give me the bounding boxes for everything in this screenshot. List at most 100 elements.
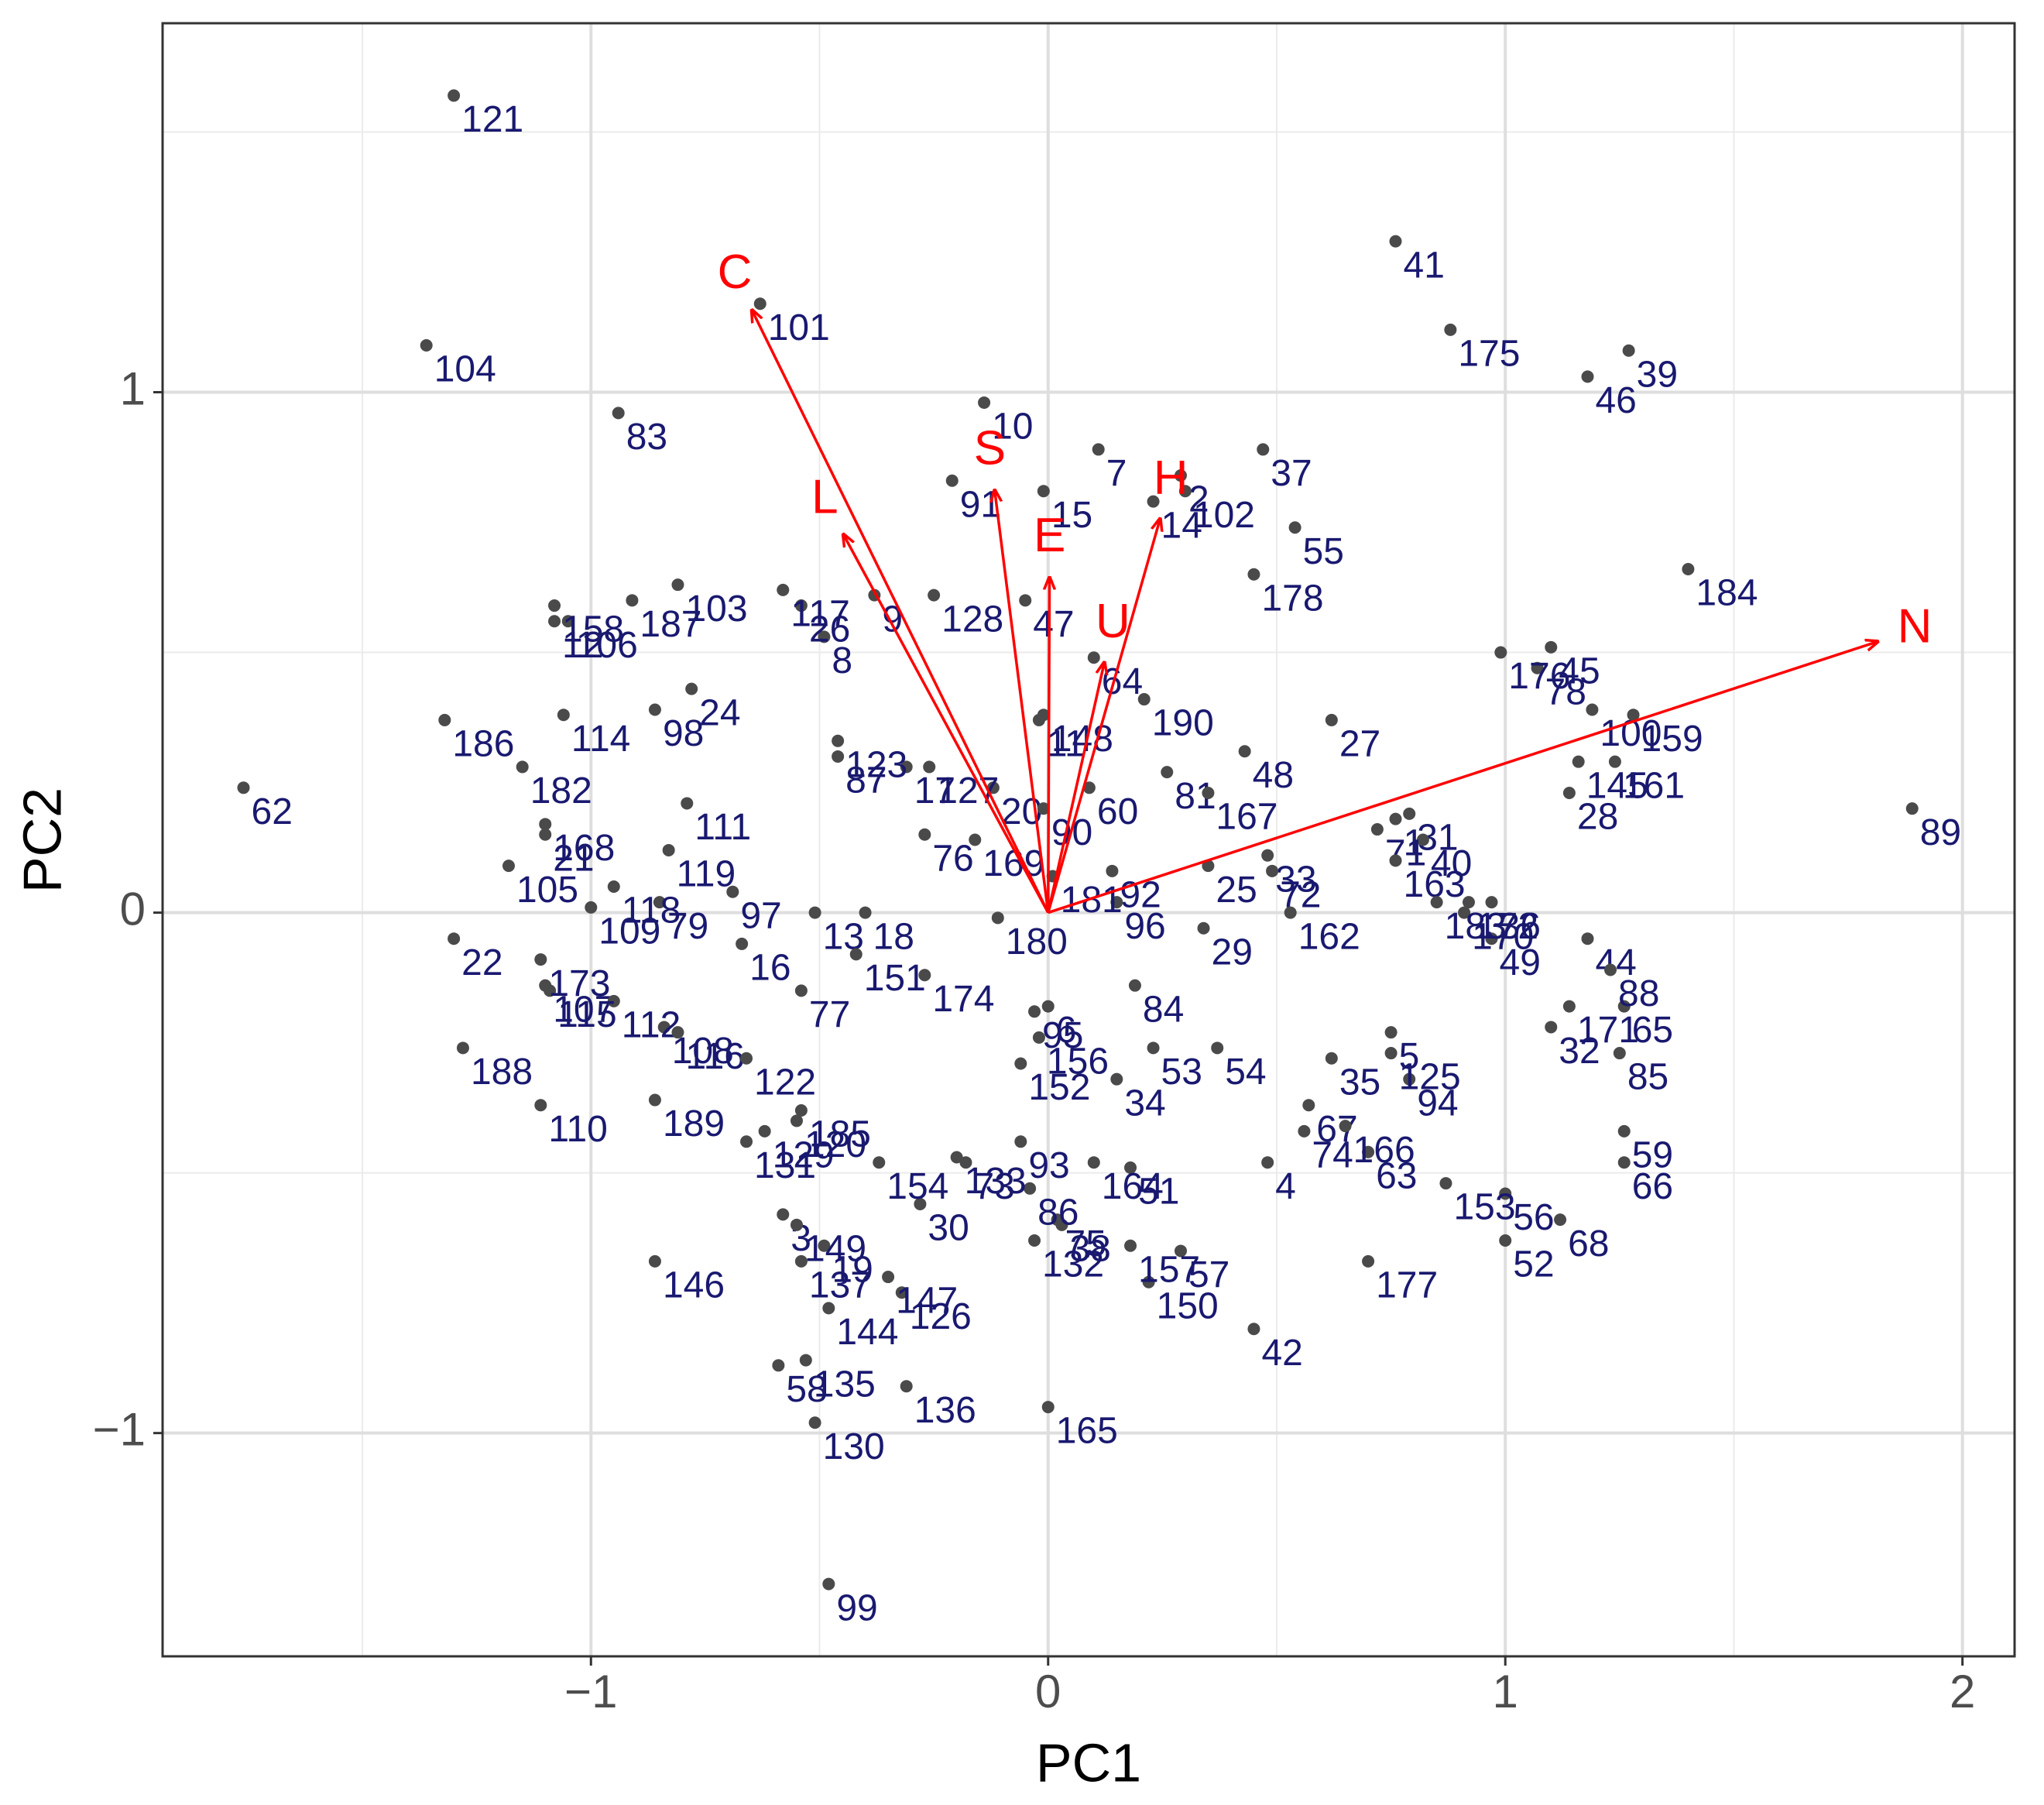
point-label: 8 [832, 640, 852, 681]
point-label: 176 [1508, 656, 1570, 697]
point [832, 734, 845, 747]
point [1362, 1145, 1375, 1158]
point-label: 107 [553, 989, 615, 1030]
point [557, 709, 570, 722]
point-label: 101 [768, 307, 830, 348]
point-label: 15 [1051, 495, 1092, 536]
point [1403, 1072, 1416, 1086]
loading-arrow [995, 490, 1050, 913]
point [1261, 849, 1274, 862]
point [1362, 1254, 1375, 1268]
point-label: 4 [1275, 1166, 1296, 1207]
point [991, 911, 1004, 925]
point-label: 78 [1545, 671, 1586, 712]
point-label: 76 [932, 838, 973, 879]
point [794, 599, 808, 613]
point-label: 98 [663, 713, 704, 754]
point-label: 190 [1152, 703, 1214, 744]
point-label: 122 [754, 1062, 816, 1103]
point [740, 1052, 753, 1065]
point-label: 184 [1696, 573, 1758, 614]
point-label: 64 [1102, 661, 1143, 702]
point [777, 1208, 790, 1221]
point-label: 128 [941, 599, 1003, 640]
point-label: 55 [1303, 531, 1344, 572]
point-label: 182 [530, 770, 592, 812]
point [448, 89, 461, 102]
point-label: 164 [1102, 1166, 1164, 1207]
point-label: 111 [694, 807, 751, 848]
point [456, 1041, 469, 1055]
point [1458, 906, 1471, 919]
point-label: 34 [1124, 1083, 1165, 1124]
point-label: 133 [965, 1161, 1027, 1202]
x-tick-label: −1 [564, 1666, 617, 1717]
point-label: 175 [1458, 334, 1520, 375]
point [1545, 640, 1558, 654]
point [1202, 787, 1215, 800]
point [818, 1239, 831, 1252]
point [1037, 802, 1050, 815]
point [1284, 906, 1297, 919]
point-label: 130 [823, 1426, 885, 1467]
point-label: 27 [1339, 724, 1380, 765]
point [986, 781, 1000, 794]
point-label: 187 [640, 604, 701, 645]
point [777, 583, 790, 596]
point [1128, 979, 1141, 992]
point-label: 136 [914, 1390, 976, 1431]
point-label: 137 [809, 1265, 871, 1306]
point-label: 89 [1920, 812, 1961, 853]
point [648, 703, 661, 716]
point [740, 1135, 753, 1148]
point-label: 45 [1559, 651, 1600, 692]
point-label: 94 [1417, 1083, 1458, 1124]
point-label: 135 [814, 1364, 876, 1405]
point [1370, 823, 1384, 836]
point-label: 180 [1006, 921, 1068, 963]
point [808, 906, 821, 919]
point [1622, 344, 1635, 357]
point [849, 948, 863, 961]
point [648, 1093, 661, 1107]
point [1627, 709, 1640, 722]
point [873, 1156, 886, 1169]
point [1416, 833, 1429, 846]
point-label: 48 [1253, 755, 1294, 796]
point-label: 19 [832, 1249, 873, 1290]
point [548, 615, 561, 628]
point-label: 79 [667, 906, 708, 947]
point [1384, 1026, 1398, 1039]
y-tick-label: 0 [120, 883, 146, 935]
point [1041, 1000, 1055, 1013]
point-label: 28 [1577, 797, 1618, 838]
point-label: 32 [1559, 1031, 1600, 1072]
point [585, 901, 598, 914]
point-label: 102 [1193, 495, 1255, 536]
point-label: 166 [1353, 1130, 1415, 1171]
point [1019, 594, 1032, 607]
point-label: 10 [992, 407, 1033, 448]
point-label: 185 [809, 1114, 871, 1155]
point [1430, 896, 1443, 909]
loading-arrow [843, 534, 1050, 914]
point-label: 125 [1399, 1057, 1461, 1098]
point [895, 1286, 908, 1299]
point-label: 116 [685, 1036, 745, 1077]
point [1110, 1072, 1123, 1086]
point-label: 6 [1056, 1010, 1077, 1051]
point [544, 984, 557, 997]
point [1298, 1124, 1311, 1138]
point [900, 1380, 913, 1393]
point [1261, 1156, 1274, 1169]
point [1302, 1099, 1315, 1112]
point-label: 108 [672, 1031, 734, 1072]
point-label: 189 [663, 1103, 725, 1144]
point [1905, 802, 1919, 815]
point [918, 828, 931, 841]
point [626, 594, 639, 607]
point-label: 38 [1069, 1229, 1110, 1270]
point-label: 151 [864, 958, 926, 999]
point [534, 953, 547, 966]
point [539, 828, 552, 841]
